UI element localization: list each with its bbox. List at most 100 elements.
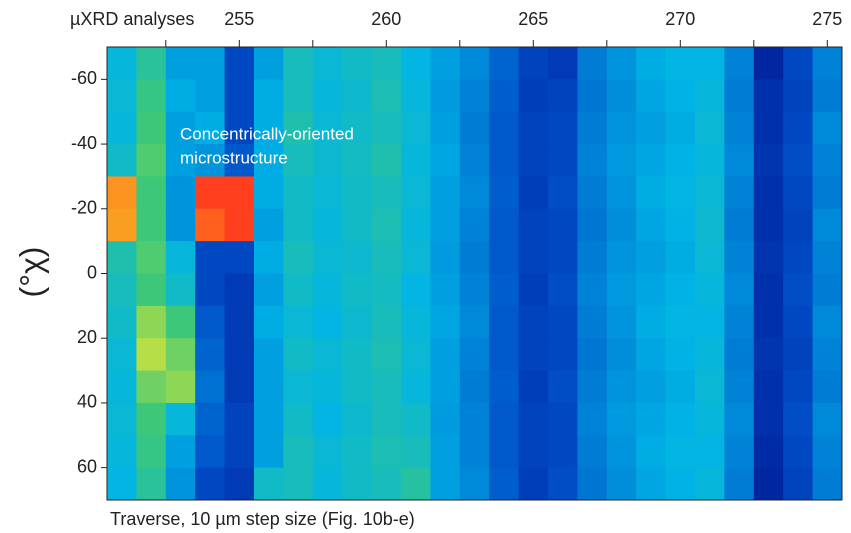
heat-cell xyxy=(518,370,549,404)
heat-cell xyxy=(812,241,843,274)
x-tick-label: 255 xyxy=(224,9,254,29)
heat-cell xyxy=(283,208,314,242)
heat-cell xyxy=(577,47,608,80)
heat-cell xyxy=(489,338,520,372)
heat-cell xyxy=(342,208,373,242)
heat-cell xyxy=(636,338,667,372)
heat-cell xyxy=(724,144,755,177)
heat-cell xyxy=(606,47,637,80)
heat-cell xyxy=(107,47,137,80)
heat-cell xyxy=(636,241,667,274)
heat-cell xyxy=(136,467,167,501)
heat-cell xyxy=(254,144,284,177)
heat-cell xyxy=(518,144,549,177)
heat-cell xyxy=(783,467,814,501)
heat-cell xyxy=(548,47,578,80)
heat-cell xyxy=(136,111,167,145)
heat-cell xyxy=(342,338,373,372)
heat-cell xyxy=(783,208,814,242)
heat-cell xyxy=(724,79,755,113)
heat-cell xyxy=(636,273,667,307)
heat-cell xyxy=(459,79,490,113)
heat-cell xyxy=(489,144,520,177)
heat-cell xyxy=(165,370,196,404)
heat-cell xyxy=(283,144,314,177)
x-axis-label: µXRD analyses xyxy=(70,9,194,29)
heat-cell xyxy=(606,111,637,145)
heat-cell xyxy=(783,435,814,469)
heat-cell xyxy=(489,79,520,113)
heat-cell xyxy=(665,370,696,404)
heat-cell xyxy=(724,305,755,339)
heat-cell xyxy=(753,47,784,80)
heat-cell xyxy=(224,47,255,80)
heat-cell xyxy=(401,79,431,113)
heat-cell xyxy=(577,176,608,210)
heat-cell xyxy=(753,241,784,274)
heat-cell xyxy=(665,79,696,113)
heat-cell xyxy=(753,370,784,404)
heat-cell xyxy=(459,241,490,274)
heat-cell xyxy=(548,208,578,242)
heat-cell xyxy=(430,467,461,501)
heat-cell xyxy=(606,467,637,501)
heat-cell xyxy=(812,144,843,177)
heat-cell xyxy=(489,305,520,339)
heat-cell xyxy=(401,467,431,501)
heat-cell xyxy=(577,370,608,404)
heat-cell xyxy=(518,47,549,80)
heat-cell xyxy=(430,208,461,242)
heat-cell xyxy=(812,370,843,404)
heat-cell xyxy=(401,144,431,177)
heat-cell xyxy=(283,338,314,372)
heat-cell xyxy=(136,305,167,339)
heat-cell xyxy=(224,435,255,469)
heat-cell xyxy=(224,402,255,436)
heat-cell xyxy=(107,111,137,145)
heat-cell xyxy=(636,305,667,339)
heat-cell xyxy=(518,402,549,436)
heat-cell xyxy=(665,144,696,177)
heat-cell xyxy=(783,47,814,80)
heat-cell xyxy=(165,111,196,145)
heat-cell xyxy=(783,144,814,177)
heat-cell xyxy=(312,47,343,80)
heat-cell xyxy=(165,338,196,372)
heat-cell xyxy=(107,338,137,372)
heat-cell xyxy=(577,79,608,113)
heat-cell xyxy=(342,144,373,177)
heat-cell xyxy=(636,402,667,436)
heat-cell xyxy=(665,305,696,339)
heat-cell xyxy=(195,305,226,339)
heat-cell xyxy=(783,305,814,339)
caption: Traverse, 10 µm step size (Fig. 10b-e) xyxy=(110,509,415,529)
heat-cell xyxy=(401,176,431,210)
heat-cell xyxy=(606,144,637,177)
heat-cell xyxy=(783,402,814,436)
heat-cell xyxy=(665,176,696,210)
heat-cell xyxy=(312,208,343,242)
heat-cell xyxy=(430,435,461,469)
heat-cell xyxy=(224,176,255,210)
heat-cell xyxy=(783,79,814,113)
heat-cell xyxy=(401,305,431,339)
heat-cell xyxy=(548,435,578,469)
heat-cell xyxy=(606,305,637,339)
heat-cell xyxy=(724,273,755,307)
heat-cell xyxy=(459,338,490,372)
heat-cell xyxy=(254,47,284,80)
heat-cell xyxy=(548,79,578,113)
heat-cell xyxy=(371,370,402,404)
heat-cell xyxy=(371,111,402,145)
heat-cell xyxy=(548,402,578,436)
heat-cell xyxy=(195,241,226,274)
heat-cell xyxy=(489,402,520,436)
heat-cell xyxy=(636,176,667,210)
heat-cell xyxy=(371,144,402,177)
heat-cell xyxy=(724,208,755,242)
heat-cell xyxy=(783,273,814,307)
heat-cell xyxy=(783,370,814,404)
heat-cell xyxy=(195,111,226,145)
y-tick-label: -40 xyxy=(71,133,97,153)
heat-cell xyxy=(430,79,461,113)
